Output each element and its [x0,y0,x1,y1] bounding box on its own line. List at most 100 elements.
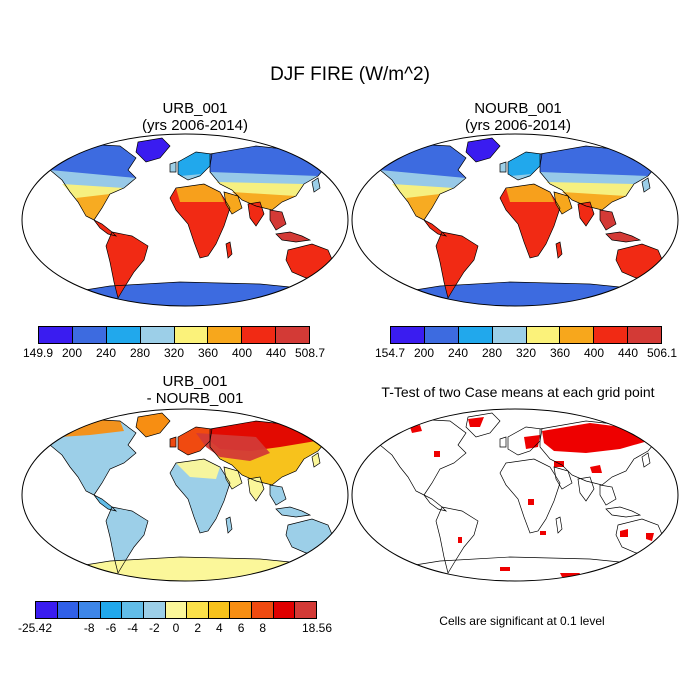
coastline-japan [311,452,321,468]
coastline-india [577,201,595,227]
map-panel-nourb [351,133,679,307]
significant-cells [524,435,540,449]
panel-1-title-line2: (yrs 2006-2014) [142,117,248,134]
cb3-swatch [230,602,253,618]
coastline-northAmerica [379,418,467,496]
cb3-tick-label: 6 [237,621,245,635]
land-indonesia-overlay [276,232,310,242]
coastline-greenland [135,412,171,438]
significance-note: Cells are significant at 0.1 level [439,614,605,628]
land-arabia [224,467,242,489]
coastline-seAsia [269,484,287,506]
significant-cells [542,423,648,453]
cb2-tick-label: 506.1 [646,346,678,360]
colorbar-difference-ticks: -25.42 -8 -6 -4 -2 0 2 4 6 8 18.56 [18,621,332,637]
coastline-seAsia [599,484,617,506]
coastline-indonesia [275,231,312,243]
coastline-uk [499,436,507,448]
significant-cells [528,499,534,505]
cb1-tick-label: 360 [197,346,219,360]
land-northAmerica [380,419,466,495]
land-uk [170,437,176,447]
coastline-madagascar [555,516,563,534]
land-southAmerica [106,507,148,573]
cb3-swatch [208,602,231,618]
land-nz [668,553,672,563]
significant-cells [500,567,510,571]
land-centralAmerica [94,495,116,511]
coastline-northAmerica [379,143,467,221]
coastline-southAmerica [105,231,149,299]
cb3-swatch [79,602,101,618]
coastline-centralAmerica [423,494,448,512]
coastline-indonesia [605,231,642,243]
land-arabia [554,192,572,214]
coastline-nz [337,277,343,289]
difference-band [196,433,270,461]
panel-1-title-line1: URB_001 [162,100,228,117]
cb3-swatch [144,602,166,618]
cb3-tick-label: 0 [172,621,180,635]
land-europe [508,152,542,180]
temperature-band [76,194,110,220]
cb1-tick-label: 508.7 [294,346,326,360]
coastline-india [247,201,265,227]
land-centralAmerica-overlay [94,220,116,236]
cb1-tick-label: 240 [95,346,117,360]
cb1-swatch [208,327,243,343]
temperature-band [232,192,296,210]
cb1-tick-label: 149.9 [22,346,54,360]
colorbar-nourb [390,326,662,344]
figure-title: DJF FIRE (W/m^2) [270,64,430,85]
cb1-swatch [242,327,277,343]
significant-cells [590,465,602,473]
coastline-nz [667,552,673,564]
coastline-arabia [223,191,243,215]
cb3-tick-label: 2 [194,621,202,635]
coastline-northAmerica [49,143,137,221]
land-japan [312,453,320,467]
coastline-arabia [553,191,573,215]
coastline-europe [177,151,213,181]
land-indonesia [276,507,310,517]
cb1-tick-label: 440 [265,346,287,360]
panel-3-title-line1: URB_001 [162,373,228,390]
cb2-swatch [391,327,425,343]
cb1-swatch [140,327,175,343]
coastline-arabia [223,466,243,490]
map-panel-difference [21,408,349,582]
land-uk [500,162,506,172]
cb2-tick-label: 440 [617,346,639,360]
coastline-uk [499,161,507,173]
cb3-tick-label: -2 [148,621,160,635]
cb3-tick-label: -6 [105,621,117,635]
coastline-greenland [465,137,501,163]
cb3-swatch [165,602,188,618]
map-border [21,408,349,582]
significant-cells [458,537,462,543]
coastline-japan [641,452,651,468]
coastline-greenland [465,412,501,438]
panel-3-title: URB_001 - NOURB_001 [35,373,355,407]
temperature-band [176,184,224,202]
land-africa [170,184,230,258]
difference-band [60,559,320,577]
map-panel-urb [21,133,349,307]
coastline-japan [641,177,651,193]
colorbar-difference [35,601,317,619]
coastline-arabia [553,466,573,490]
land-arabia [554,467,572,489]
panel-3-title-line2: - NOURB_001 [146,390,244,407]
land-southAmerica [436,507,478,573]
cb2-swatch [458,327,493,343]
coastline-japan [311,177,321,193]
land-indonesia-overlay [606,232,640,242]
land-japan [642,178,650,192]
cb3-swatch [100,602,123,618]
cb1-tick-label: 280 [129,346,151,360]
cb1-swatch [276,327,309,343]
cb1-tick-label: 200 [61,346,83,360]
coastline-centralAmerica [423,219,448,237]
coastline-madagascar [225,516,233,534]
significant-cells [598,571,612,575]
